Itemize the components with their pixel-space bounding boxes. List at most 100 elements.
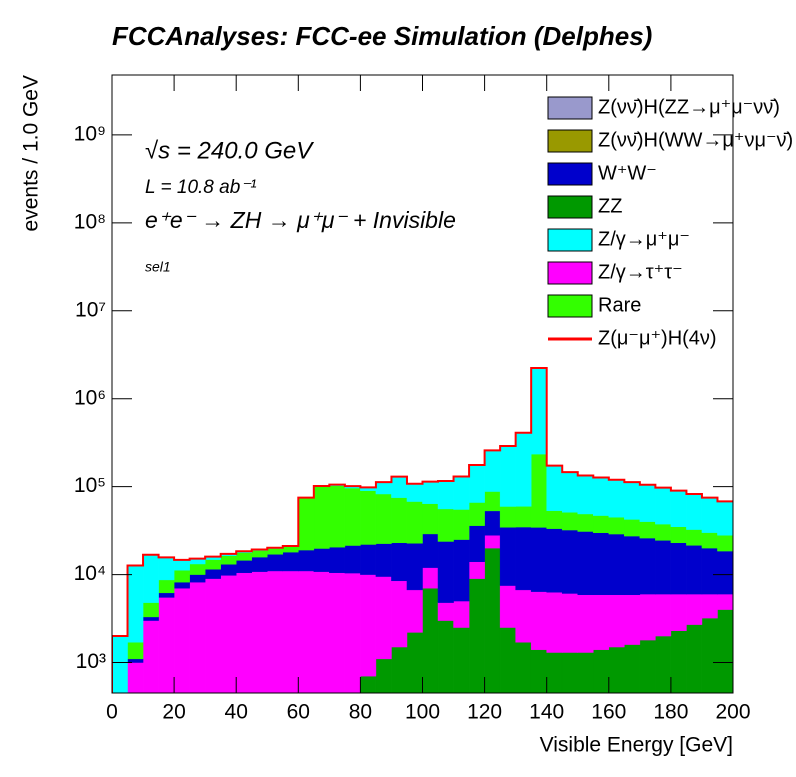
histogram-bar bbox=[454, 509, 470, 539]
histogram-bar bbox=[252, 550, 268, 557]
histogram-bar bbox=[640, 485, 656, 522]
histogram-bar bbox=[686, 494, 702, 530]
histogram-bar bbox=[717, 610, 733, 703]
histogram-bar bbox=[578, 475, 594, 513]
histogram-bar bbox=[640, 522, 656, 538]
histogram-bar bbox=[702, 548, 718, 594]
histogram-bar bbox=[360, 491, 376, 545]
histogram-bar bbox=[143, 603, 159, 617]
histogram-bar bbox=[329, 486, 345, 547]
histogram-bar bbox=[252, 572, 268, 703]
histogram-bar bbox=[143, 617, 159, 621]
histogram-bar bbox=[702, 594, 718, 618]
histogram-bar bbox=[609, 534, 625, 595]
legend-swatch bbox=[548, 229, 592, 251]
histogram-bar bbox=[438, 621, 454, 703]
histogram-bar bbox=[376, 577, 392, 659]
histogram-bar bbox=[593, 533, 609, 595]
histogram-bar bbox=[469, 526, 485, 562]
histogram-bar bbox=[236, 573, 252, 703]
histogram-bar bbox=[391, 581, 407, 647]
x-tick-label: 40 bbox=[225, 701, 248, 724]
histogram-bar bbox=[128, 565, 144, 642]
annotation: sel1 bbox=[145, 259, 171, 275]
histogram-bar bbox=[686, 625, 702, 703]
histogram-bar bbox=[205, 569, 221, 578]
histogram-bar bbox=[593, 478, 609, 516]
histogram-bar bbox=[624, 536, 640, 595]
histogram-bar bbox=[655, 540, 671, 594]
histogram-bar bbox=[283, 571, 299, 703]
annotation: √s = 240.0 GeV bbox=[145, 137, 314, 164]
histogram-bar bbox=[407, 590, 423, 633]
histogram-bar bbox=[423, 482, 439, 504]
histogram-bar bbox=[686, 545, 702, 594]
histogram-bar bbox=[298, 498, 314, 550]
x-tick-label: 180 bbox=[653, 701, 688, 724]
histogram-bar bbox=[593, 516, 609, 533]
histogram-bar bbox=[717, 501, 733, 535]
histogram-bar bbox=[407, 484, 423, 502]
histogram-bar bbox=[500, 446, 516, 506]
histogram-bar bbox=[671, 594, 687, 631]
histogram-bar bbox=[283, 547, 299, 552]
histogram-bar bbox=[128, 659, 144, 663]
histogram-bar bbox=[500, 506, 516, 527]
histogram-bar bbox=[205, 579, 221, 703]
histogram-bar bbox=[252, 557, 268, 572]
histogram-bar bbox=[655, 524, 671, 540]
y-axis-label: events / 1.0 GeV bbox=[20, 75, 43, 231]
histogram-bar bbox=[485, 511, 501, 535]
x-tick-label: 140 bbox=[529, 701, 564, 724]
histogram-bar bbox=[376, 544, 392, 577]
x-tick-label: 80 bbox=[349, 701, 372, 724]
histogram-bar bbox=[454, 601, 470, 627]
histogram-bar bbox=[531, 527, 547, 591]
histogram-bar bbox=[407, 543, 423, 590]
y-tick-label: 10⁵ bbox=[74, 474, 106, 497]
histogram-bar bbox=[190, 582, 206, 703]
histogram-bar bbox=[655, 488, 671, 524]
histogram-bar bbox=[423, 534, 439, 568]
histogram-bar bbox=[267, 548, 283, 554]
histogram-bar bbox=[609, 517, 625, 534]
histogram-bar bbox=[345, 573, 361, 697]
histogram-bar bbox=[702, 533, 718, 548]
histogram-bar bbox=[314, 572, 330, 703]
histogram-bar bbox=[174, 582, 190, 588]
histogram-bar bbox=[407, 502, 423, 544]
histogram-bar bbox=[531, 454, 547, 527]
histogram-bar bbox=[438, 603, 454, 621]
histogram-bar bbox=[609, 595, 625, 647]
histogram-bar bbox=[376, 482, 392, 494]
histogram-bar bbox=[671, 527, 687, 543]
histogram-bar bbox=[578, 531, 594, 594]
histogram-bar bbox=[174, 560, 190, 570]
histogram-bar bbox=[360, 575, 376, 677]
histogram-bar bbox=[578, 514, 594, 532]
histogram-bar bbox=[221, 556, 237, 565]
y-tick-label: 10⁸ bbox=[74, 210, 106, 233]
legend-label: Z(νν̄)H(WW→μ⁺νμ⁻ν̄) bbox=[598, 129, 793, 151]
histogram-bar bbox=[159, 557, 175, 580]
histogram-bar bbox=[531, 592, 547, 650]
y-tick-label: 10⁷ bbox=[75, 298, 106, 321]
histogram-bar bbox=[469, 465, 485, 502]
histogram-bar bbox=[298, 550, 314, 571]
histogram-bar bbox=[500, 628, 516, 703]
histogram-bar bbox=[717, 551, 733, 594]
y-tick-label: 10⁴ bbox=[74, 562, 106, 585]
legend-label: Z/γ→μ⁺μ⁻ bbox=[598, 228, 690, 250]
histogram-bar bbox=[159, 597, 175, 703]
histogram-bar bbox=[143, 621, 159, 703]
histogram-bar bbox=[314, 487, 330, 549]
legend-swatch bbox=[548, 97, 592, 119]
histogram-bar bbox=[640, 594, 656, 640]
histogram-bar bbox=[671, 543, 687, 594]
histogram-bar bbox=[329, 573, 345, 703]
histogram-bar bbox=[190, 575, 206, 583]
histogram-bar bbox=[516, 527, 532, 590]
histogram-bar bbox=[423, 568, 439, 589]
x-tick-label: 0 bbox=[106, 701, 118, 724]
histogram-bar bbox=[469, 579, 485, 703]
